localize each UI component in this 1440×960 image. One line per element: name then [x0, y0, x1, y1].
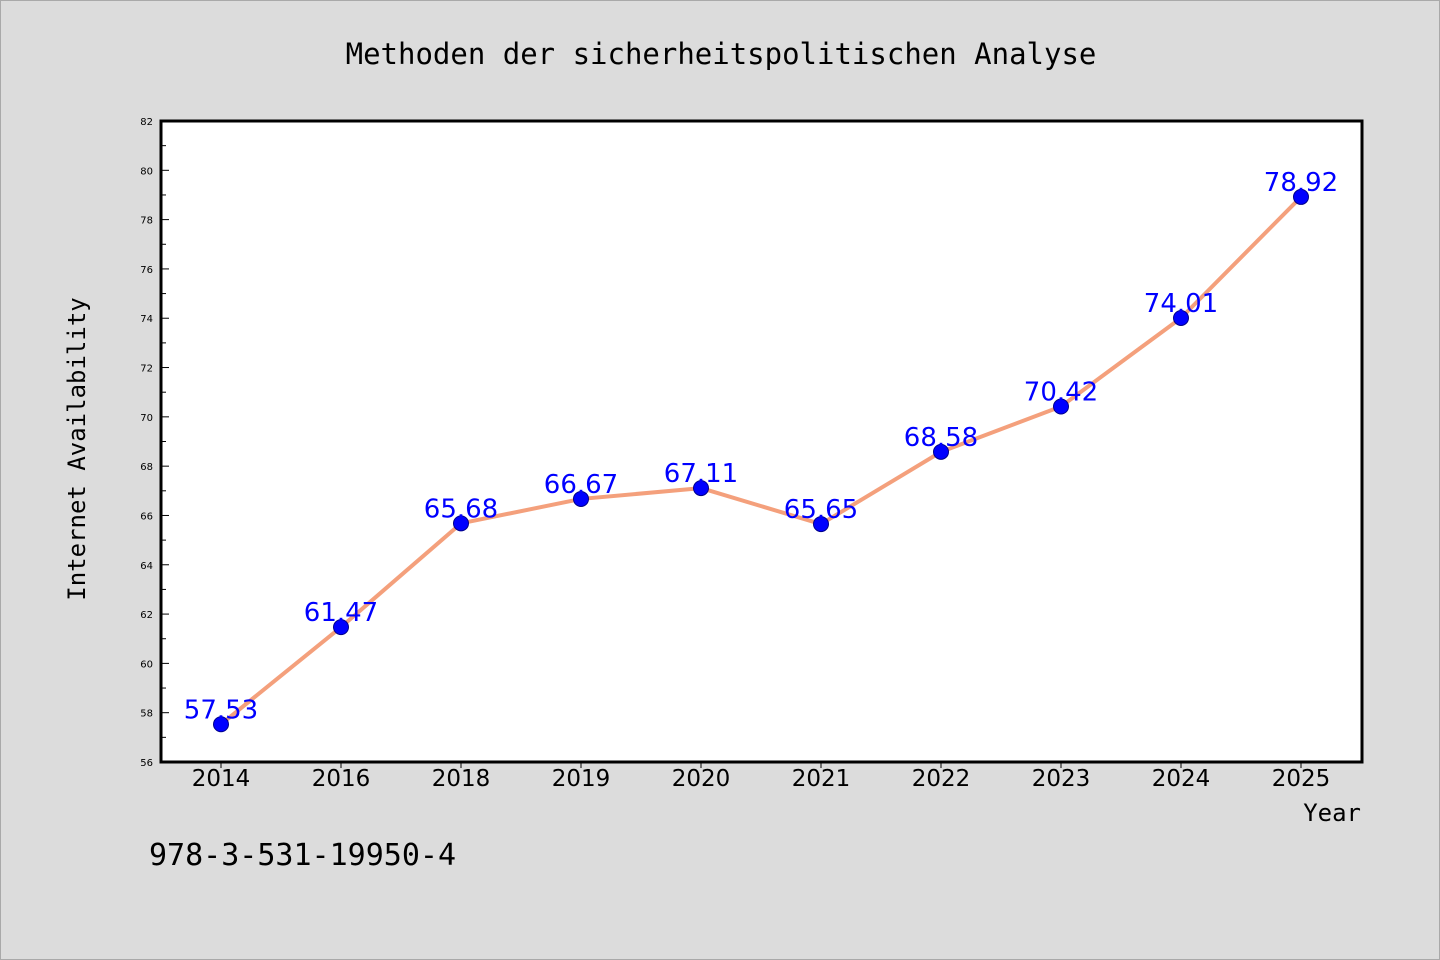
- data-point-marker: [333, 619, 349, 636]
- y-tick-label: 60: [140, 659, 153, 670]
- isbn-text: 978-3-531-19950-4: [149, 838, 456, 873]
- data-point-marker: [213, 716, 229, 733]
- y-tick-label: 58: [140, 709, 153, 720]
- series-line: [219, 194, 1303, 727]
- data-point-label: 67.11: [664, 459, 738, 489]
- y-tick-label: 82: [140, 117, 153, 128]
- y-tick-label: 64: [140, 561, 153, 572]
- data-point-label: 68.58: [904, 423, 978, 453]
- x-tick-label: 2024: [1152, 766, 1211, 792]
- y-tick-label: 66: [140, 511, 153, 522]
- y-tick-label: 78: [140, 216, 153, 227]
- data-labels: 57.53 61.47 65.68 66.67 67.11 65.65 68.58 70.42…: [184, 168, 1338, 725]
- data-point-marker: [1053, 398, 1069, 415]
- chart-title: Methoden der sicherheitspolitischen Anal…: [346, 37, 1097, 71]
- y-axis-label: Internet Availability: [63, 297, 91, 600]
- data-point-marker: [813, 516, 829, 533]
- y-tick-label: 76: [140, 265, 153, 276]
- x-tick-label: 2023: [1032, 766, 1091, 792]
- y-tick-label: 56: [140, 758, 153, 769]
- x-tick-label: 2025: [1272, 766, 1331, 792]
- x-tick-label: 2014: [192, 766, 251, 792]
- data-point-marker: [453, 515, 469, 532]
- data-point-marker: [1293, 188, 1309, 205]
- data-point-marker: [573, 490, 589, 507]
- x-tick-label: 2021: [792, 766, 851, 792]
- data-point-label: 65.65: [784, 495, 858, 525]
- data-point-label: 65.68: [424, 494, 498, 524]
- data-point-marker: [693, 480, 709, 497]
- data-point-label: 66.67: [544, 470, 618, 500]
- x-tick-label: 2016: [312, 766, 371, 792]
- x-tick-label: 2018: [432, 766, 491, 792]
- data-point-label: 70.42: [1024, 377, 1098, 407]
- data-point-label: 74.01: [1144, 289, 1218, 319]
- x-axis-label: Year: [1303, 799, 1361, 827]
- data-point-marker: [933, 443, 949, 460]
- data-point-label: 61.47: [304, 598, 378, 628]
- y-axis: 56 58 60 62 64 66 68 70 72 74 76 78 80 82: [140, 117, 169, 769]
- data-point-label: 57.53: [184, 695, 258, 725]
- y-tick-label: 70: [140, 413, 153, 424]
- data-point-label: 78.92: [1264, 168, 1338, 198]
- y-tick-label: 80: [140, 166, 153, 177]
- y-tick-label: 72: [140, 364, 153, 375]
- x-tick-label: 2019: [552, 766, 611, 792]
- y-tick-label: 62: [140, 610, 153, 621]
- y-tick-label: 68: [140, 462, 153, 473]
- x-tick-label: 2022: [912, 766, 971, 792]
- plot-area: [159, 119, 1364, 764]
- data-point-marker: [1173, 309, 1189, 326]
- x-axis: 2014 2016 2018 2019 2020 2021 2022 2023 2024 2025: [192, 762, 1331, 792]
- series-group: [213, 188, 1309, 733]
- y-tick-label: 74: [140, 314, 153, 325]
- x-tick-label: 2020: [672, 766, 731, 792]
